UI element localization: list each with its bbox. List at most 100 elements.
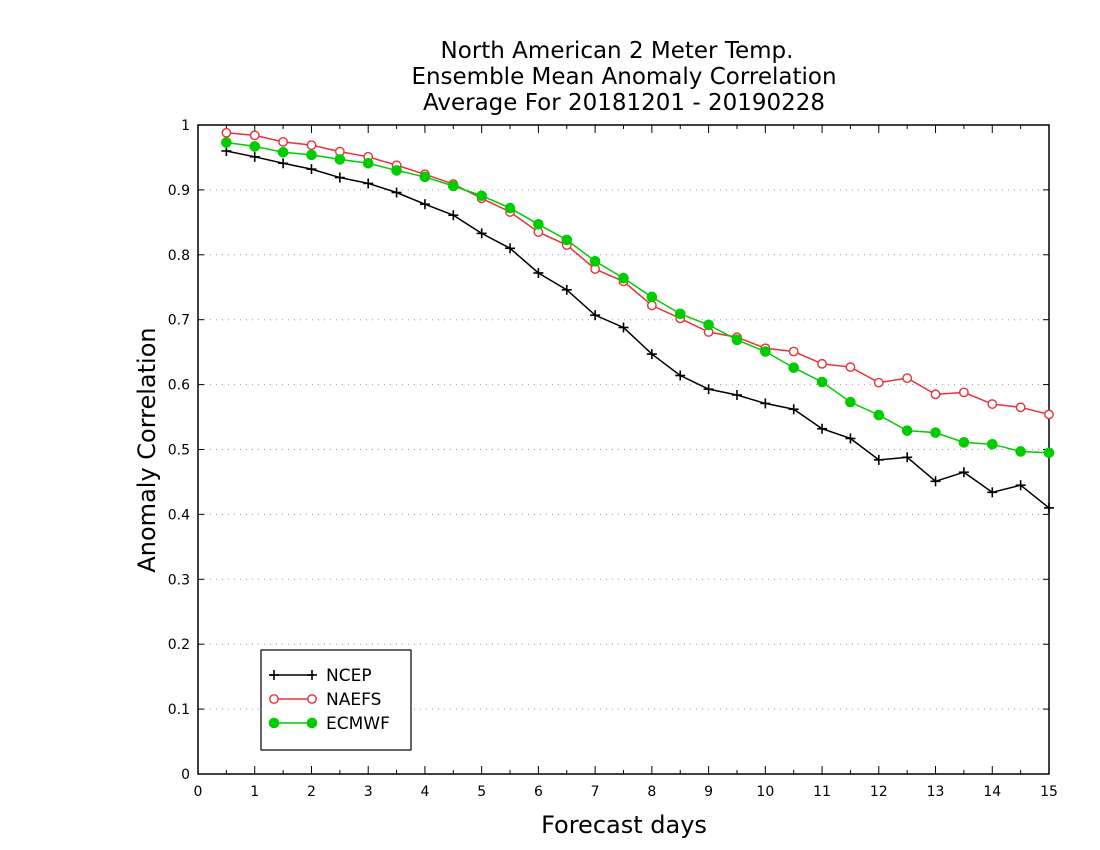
point-naefs-29	[1044, 409, 1054, 420]
point-ecmwf-1	[249, 141, 261, 152]
point-ecmwf-13	[589, 255, 601, 267]
y-tick-label-5: 0.5	[168, 443, 190, 459]
point-naefs-27	[987, 399, 998, 409]
y-tick-label-3: 0.3	[168, 572, 190, 588]
series-layer	[221, 127, 1055, 513]
x-tick-label-15: 15	[1040, 784, 1058, 800]
point-ecmwf-8	[448, 180, 459, 192]
point-ncep-25	[930, 476, 941, 487]
point-naefs-20	[788, 346, 799, 357]
legend-item-ecmwf: ECMWF	[268, 714, 390, 734]
point-ecmwf-21	[816, 376, 828, 388]
point-ncep-8	[448, 210, 459, 221]
point-ncep-6	[391, 187, 402, 198]
point-naefs-22	[845, 362, 856, 372]
point-ecmwf-23	[873, 409, 885, 421]
point-naefs-21	[817, 358, 827, 369]
point-naefs-3	[306, 140, 317, 151]
point-ecmwf-4	[334, 154, 346, 165]
x-tick-label-10: 10	[756, 784, 774, 800]
y-tick-label-4: 0.4	[168, 507, 190, 523]
y-axis-label: Anomaly Correlation	[133, 327, 161, 572]
x-tick-label-6: 6	[534, 784, 543, 800]
point-ncep-23	[873, 454, 884, 465]
point-ecmwf-22	[845, 396, 856, 408]
legend-marker-left-ncep	[269, 670, 279, 680]
series-ecmwf	[221, 137, 1055, 459]
point-ncep-21	[817, 423, 828, 434]
point-ecmwf-28	[1015, 446, 1026, 457]
point-ncep-12	[561, 284, 572, 295]
y-tick-label-9: 0.9	[168, 183, 190, 199]
axes: 00.10.20.30.40.50.60.70.80.910 1 2 3 4 5 6 7 8 9 1…	[168, 118, 1058, 800]
legend-label-ecmwf: ECMWF	[326, 714, 390, 734]
legend-box	[260, 649, 412, 751]
point-ecmwf-9	[476, 190, 487, 202]
point-ncep-14	[618, 322, 629, 333]
x-tick-label-3: 3	[364, 784, 373, 800]
title-line-3: Average For 20181201 - 20190228	[423, 90, 825, 116]
point-naefs-25	[930, 389, 941, 400]
point-naefs-28	[1015, 402, 1026, 413]
x-tick-label-5: 5	[477, 784, 486, 800]
point-ecmwf-15	[646, 291, 658, 303]
x-tick-label-7: 7	[591, 784, 600, 800]
point-ncep-22	[845, 433, 856, 444]
x-axis-label: Forecast days	[541, 811, 707, 839]
point-ecmwf-5	[362, 157, 374, 169]
point-ecmwf-19	[760, 346, 771, 357]
legend: NCEP NAEFS ECMWF	[260, 649, 412, 751]
point-ecmwf-29	[1043, 447, 1055, 459]
title-line-2: Ensemble Mean Anomaly Correlation	[411, 64, 836, 90]
x-tick-label-12: 12	[870, 784, 888, 800]
point-ecmwf-11	[533, 218, 544, 230]
series-naefs	[221, 127, 1054, 420]
y-tick-label-10: 1	[181, 118, 190, 134]
y-tick-label-1: 0.1	[168, 702, 190, 718]
point-ecmwf-24	[901, 425, 913, 436]
point-ncep-17	[703, 384, 714, 395]
point-ncep-5	[363, 178, 374, 189]
point-naefs-0	[221, 127, 232, 138]
point-ecmwf-25	[930, 427, 941, 438]
point-ncep-4	[334, 172, 345, 183]
point-ecmwf-0	[221, 137, 232, 148]
point-ncep-1	[249, 151, 260, 162]
point-ncep-26	[958, 467, 969, 478]
legend-label-ncep: NCEP	[326, 666, 372, 686]
series-ncep	[221, 145, 1054, 513]
point-ecmwf-7	[419, 171, 431, 183]
legend-label-naefs: NAEFS	[326, 690, 381, 710]
point-ncep-20	[788, 404, 799, 415]
point-ecmwf-20	[788, 362, 800, 374]
y-tick-label-7: 0.7	[168, 313, 190, 329]
legend-marker-right-ncep	[307, 670, 317, 680]
point-ecmwf-6	[391, 165, 402, 176]
point-ncep-13	[590, 310, 601, 321]
point-ecmwf-17	[703, 319, 714, 331]
x-tick-label-9: 9	[704, 784, 713, 800]
point-ncep-18	[731, 389, 742, 400]
x-tick-label-2: 2	[307, 784, 316, 800]
legend-item-ncep: NCEP	[269, 666, 372, 686]
point-ecmwf-10	[504, 202, 516, 214]
point-ncep-9	[476, 228, 487, 239]
x-tick-label-8: 8	[647, 784, 656, 800]
point-ncep-7	[419, 199, 430, 210]
y-tick-label-6: 0.6	[168, 378, 190, 394]
point-ncep-10	[505, 243, 516, 254]
point-naefs-26	[959, 387, 969, 398]
point-ncep-2	[278, 158, 289, 169]
point-naefs-24	[902, 373, 913, 384]
y-tick-label-2: 0.2	[168, 637, 190, 653]
point-ncep-3	[306, 164, 317, 175]
legend-marker-right-ecmwf	[306, 717, 318, 729]
point-ncep-16	[675, 370, 686, 381]
point-ecmwf-27	[986, 439, 998, 450]
x-tick-label-13: 13	[927, 784, 945, 800]
point-ecmwf-26	[958, 437, 970, 448]
point-ecmwf-18	[731, 334, 743, 346]
point-ncep-28	[1015, 480, 1026, 491]
x-tick-label-0: 0	[194, 784, 203, 800]
